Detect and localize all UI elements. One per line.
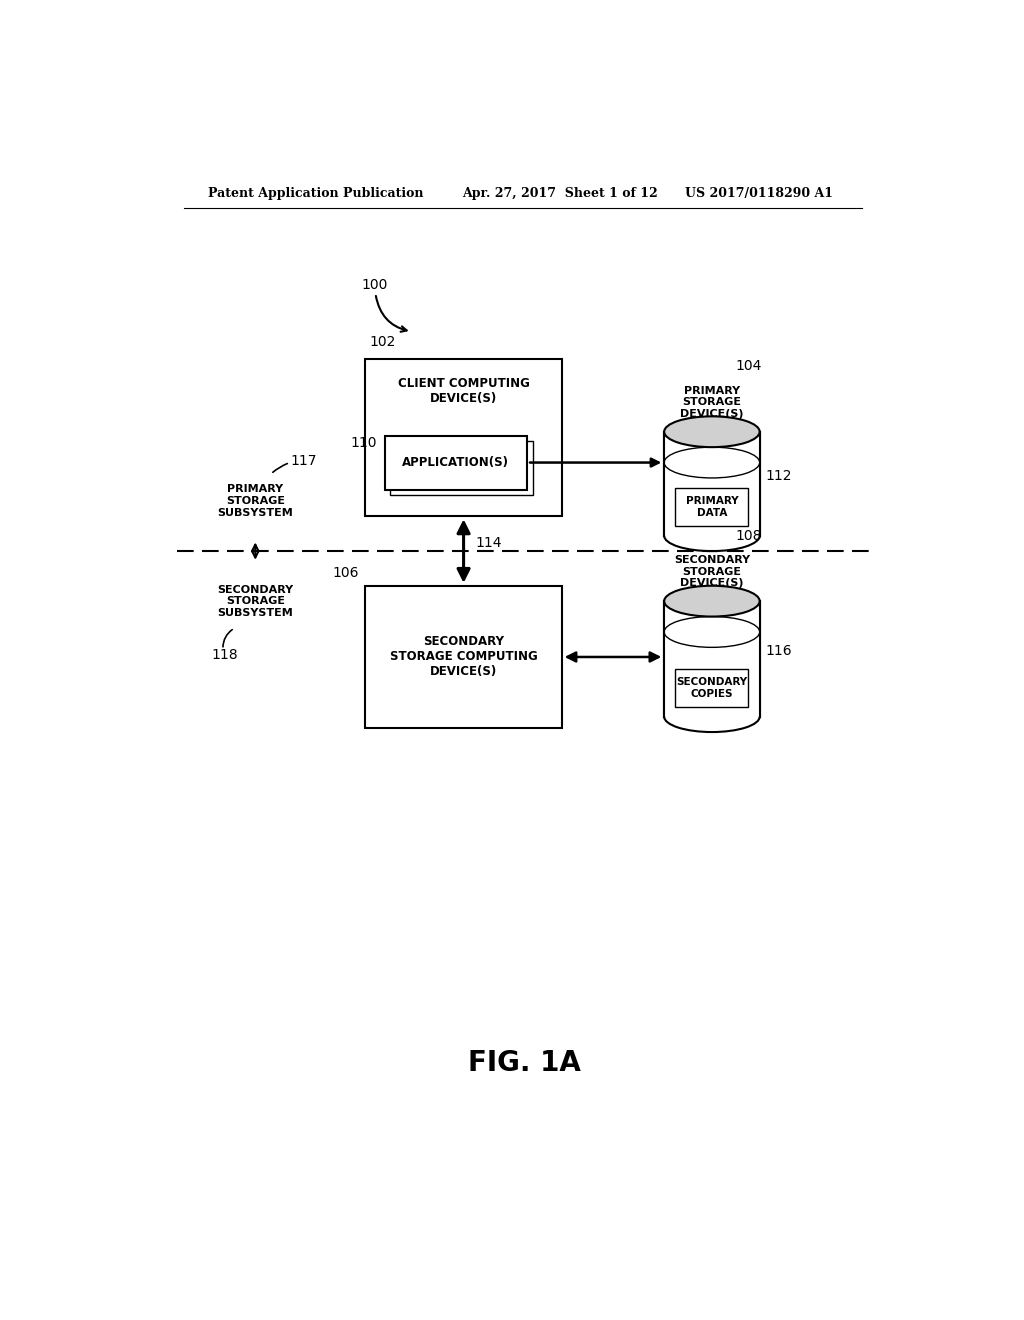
Text: FIG. 1A: FIG. 1A	[468, 1049, 582, 1077]
Bar	[665, 432, 760, 536]
Text: SECONDARY
STORAGE
DEVICE(S): SECONDARY STORAGE DEVICE(S)	[674, 556, 750, 589]
Text: SECONDARY
STORAGE COMPUTING
DEVICE(S): SECONDARY STORAGE COMPUTING DEVICE(S)	[390, 635, 538, 678]
Text: PRIMARY
STORAGE
DEVICE(S): PRIMARY STORAGE DEVICE(S)	[680, 385, 743, 418]
Text: PRIMARY
STORAGE
SUBSYSTEM: PRIMARY STORAGE SUBSYSTEM	[217, 484, 293, 517]
Text: 118: 118	[211, 648, 238, 663]
Text: Patent Application Publication: Patent Application Publication	[208, 186, 423, 199]
Text: CLIENT COMPUTING
DEVICE(S): CLIENT COMPUTING DEVICE(S)	[397, 378, 529, 405]
Bar	[390, 441, 532, 495]
Ellipse shape	[665, 416, 760, 447]
Text: 114: 114	[475, 536, 502, 550]
Text: 108: 108	[735, 529, 762, 543]
Text: US 2017/0118290 A1: US 2017/0118290 A1	[685, 186, 833, 199]
Ellipse shape	[665, 616, 760, 647]
Text: 106: 106	[333, 565, 359, 579]
Text: 110: 110	[350, 437, 377, 450]
Text: SECONDARY
STORAGE
SUBSYSTEM: SECONDARY STORAGE SUBSYSTEM	[217, 585, 293, 618]
Text: 117: 117	[290, 454, 316, 469]
Bar	[676, 488, 749, 527]
Text: PRIMARY
DATA: PRIMARY DATA	[686, 496, 738, 517]
Text: 112: 112	[766, 469, 793, 483]
Text: 102: 102	[370, 335, 395, 350]
Bar	[676, 669, 749, 708]
Ellipse shape	[665, 447, 760, 478]
Text: SECONDARY
COPIES: SECONDARY COPIES	[676, 677, 748, 700]
Bar	[665, 601, 760, 717]
Ellipse shape	[665, 586, 760, 616]
Bar	[366, 359, 562, 516]
Text: 116: 116	[766, 644, 793, 659]
Text: 100: 100	[361, 279, 388, 293]
Text: 104: 104	[735, 359, 762, 374]
Text: Apr. 27, 2017  Sheet 1 of 12: Apr. 27, 2017 Sheet 1 of 12	[462, 186, 657, 199]
Text: APPLICATION(S): APPLICATION(S)	[402, 455, 509, 469]
Bar	[366, 586, 562, 729]
Bar	[385, 436, 527, 490]
